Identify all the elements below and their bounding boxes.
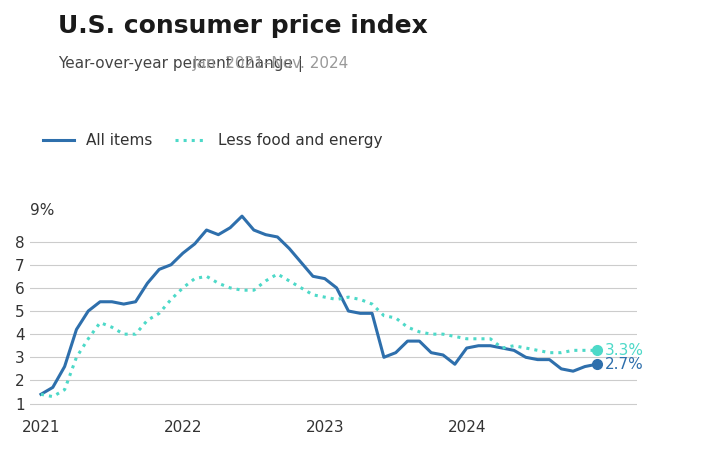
Text: U.S. consumer price index: U.S. consumer price index [58, 14, 428, 37]
Text: 3.3%: 3.3% [606, 343, 644, 358]
Text: Jan. 2021–Nov. 2024: Jan. 2021–Nov. 2024 [193, 56, 350, 71]
Text: 2.7%: 2.7% [606, 357, 644, 372]
Text: Year-over-year percent change |: Year-over-year percent change | [58, 56, 308, 72]
Legend: All items, Less food and energy: All items, Less food and energy [37, 127, 389, 154]
Text: 9%: 9% [30, 203, 54, 218]
